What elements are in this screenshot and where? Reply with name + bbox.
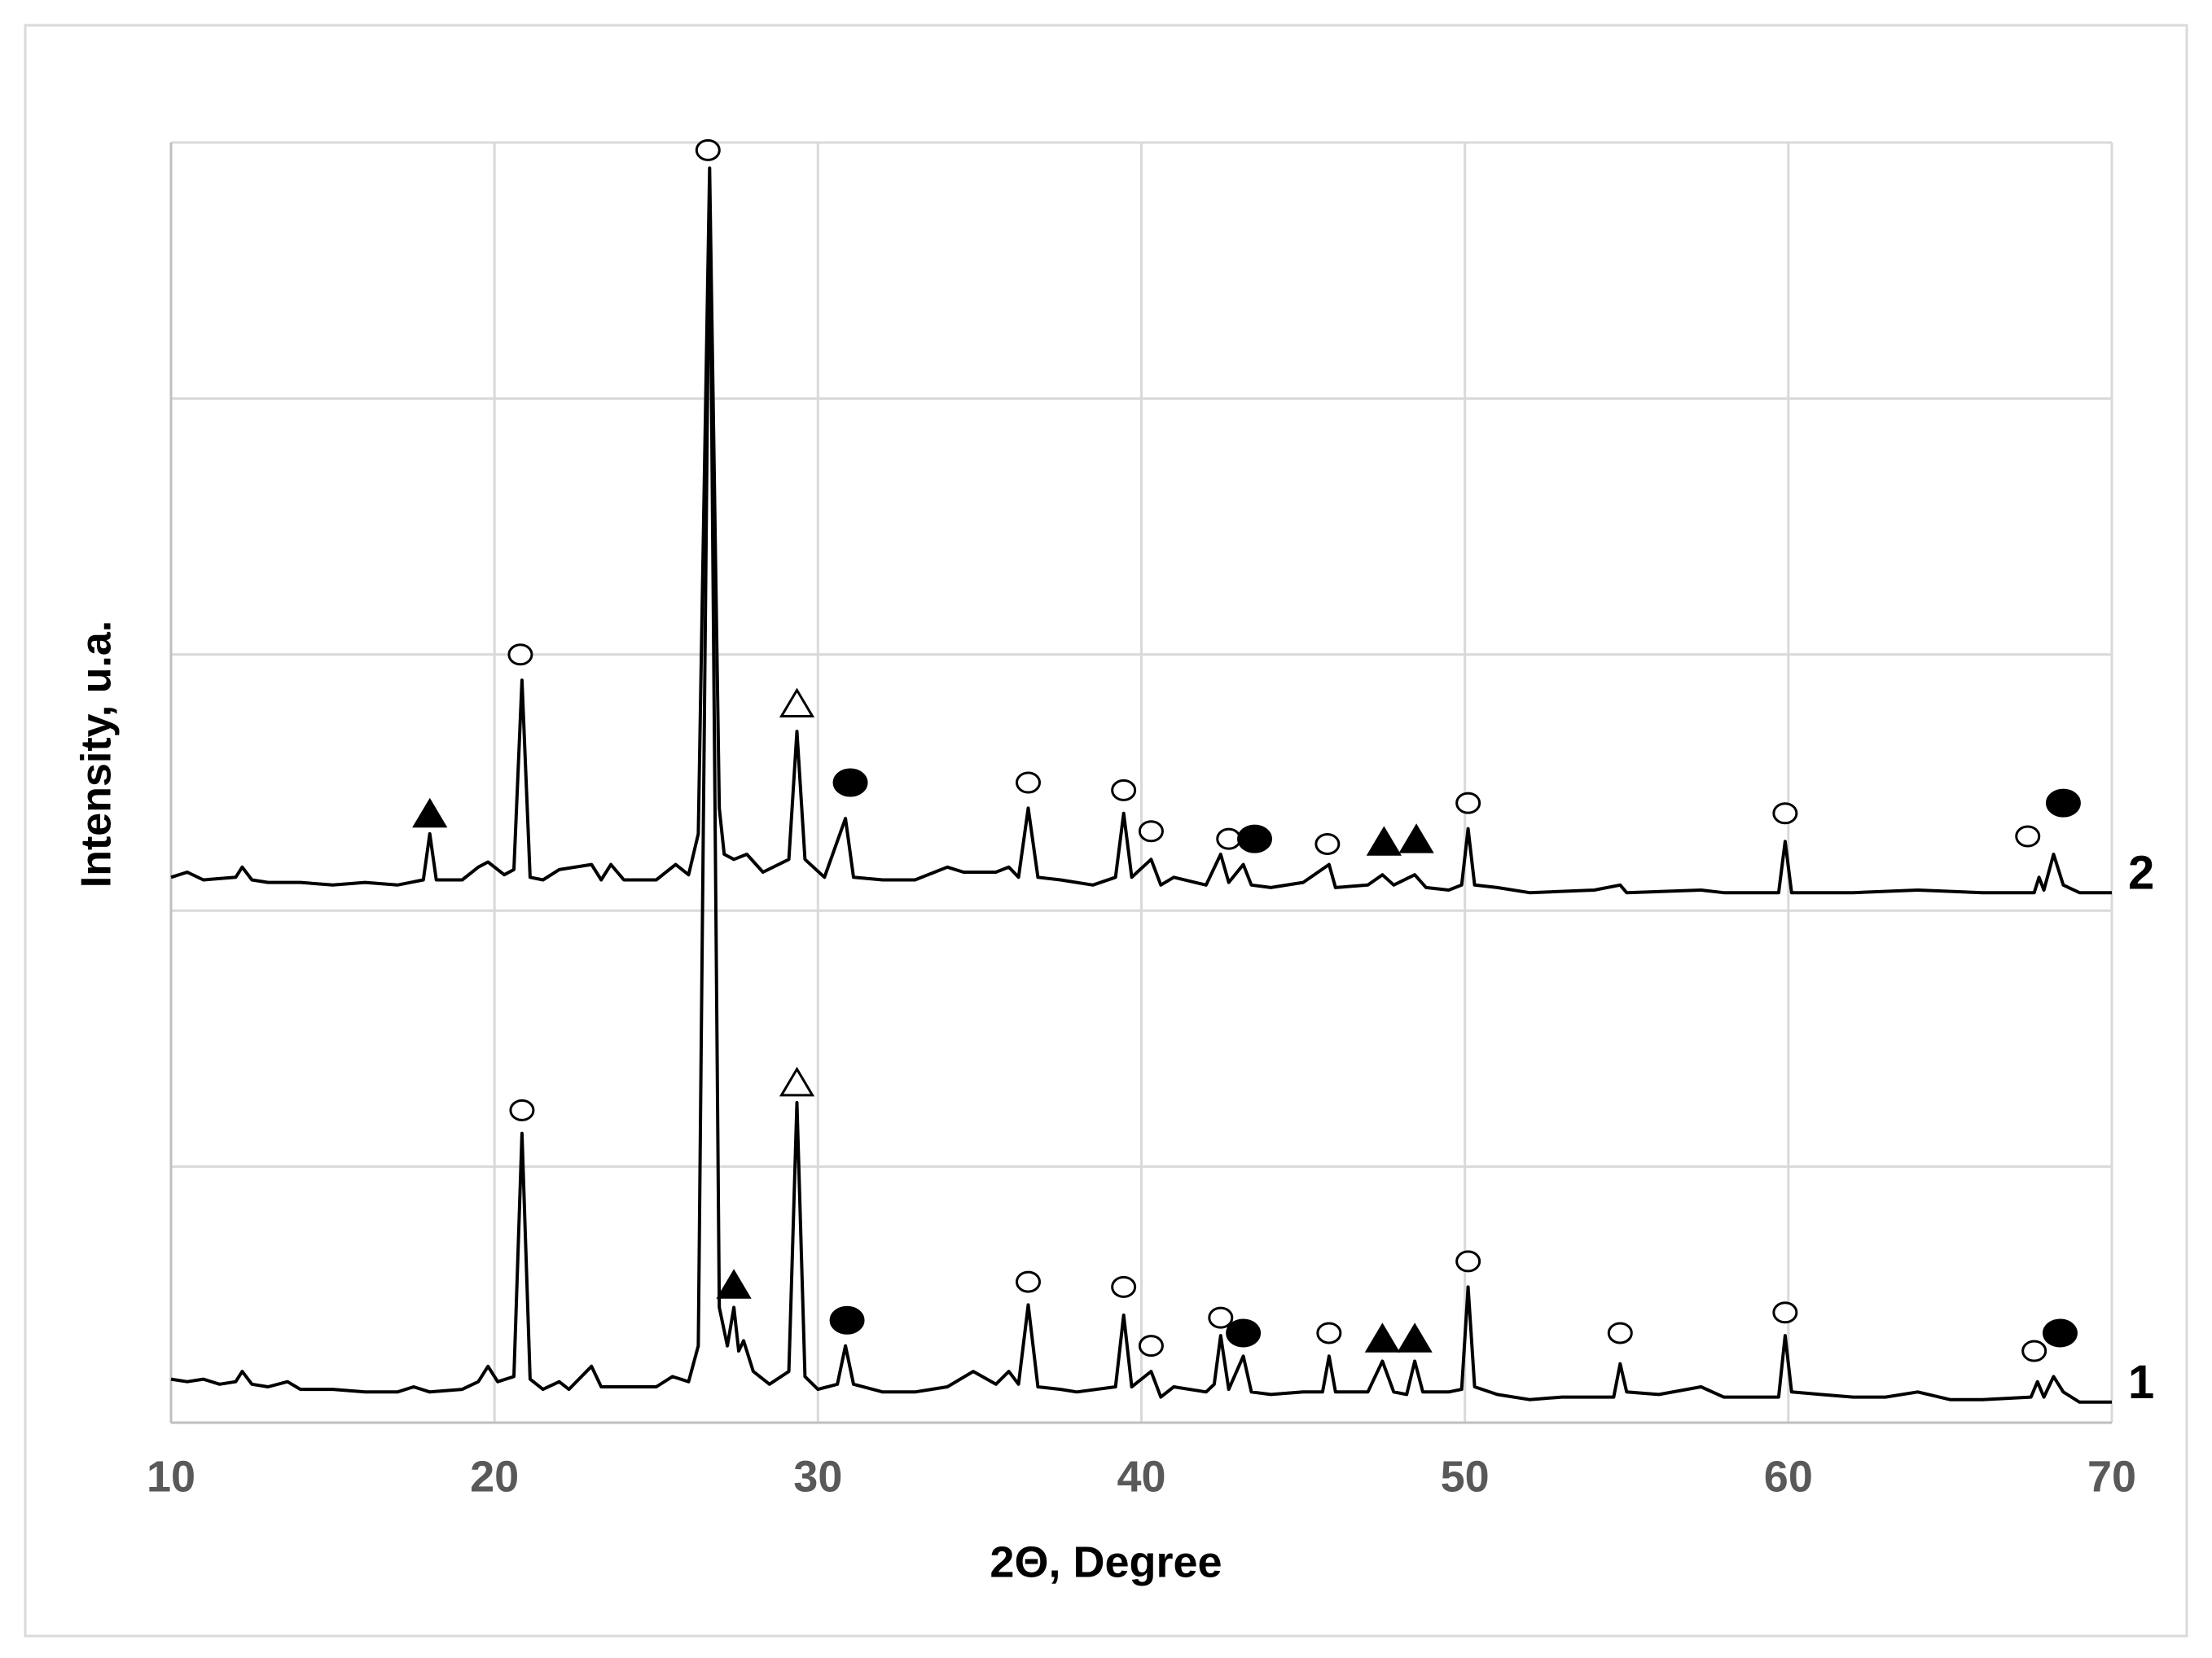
series-line: [170, 179, 2112, 1404]
x-tick-label: 50: [1441, 1452, 1490, 1501]
filled-triangle-marker: [1364, 1322, 1401, 1353]
open-circle-marker: [1015, 771, 1041, 794]
open-circle-marker: [1316, 1322, 1342, 1344]
filled-circle-marker: [829, 1305, 865, 1335]
filled-circle-marker: [832, 768, 868, 797]
filled-triangle-marker: [1366, 826, 1402, 856]
x-tick-label: 70: [2087, 1452, 2136, 1501]
filled-triangle-marker: [716, 1269, 752, 1299]
open-circle-marker: [2015, 825, 2041, 848]
x-tick-label: 40: [1117, 1452, 1165, 1501]
chart-border: [24, 24, 2188, 1638]
open-circle-marker: [1772, 802, 1798, 825]
open-circle-marker: [1455, 792, 1481, 814]
open-circle-marker: [509, 1099, 535, 1121]
series-label: 1: [2128, 1356, 2154, 1409]
open-circle-marker: [1455, 1250, 1481, 1273]
x-tick-label: 60: [1764, 1452, 1813, 1501]
open-circle-marker: [1111, 779, 1137, 801]
y-axis-label: Intensity, u.a.: [73, 621, 121, 888]
open-circle-marker: [1772, 1301, 1798, 1324]
series-label: 2: [2128, 847, 2154, 900]
filled-circle-marker: [1237, 824, 1273, 853]
filled-triangle-marker: [1398, 823, 1434, 853]
series-line: [170, 166, 2112, 895]
open-circle-marker: [2021, 1340, 2047, 1362]
open-circle-marker: [1138, 820, 1164, 843]
open-circle-marker: [1208, 1306, 1234, 1329]
open-circle-marker: [1111, 1275, 1137, 1298]
x-tick-label: 30: [793, 1452, 842, 1501]
x-tick-label: 20: [470, 1452, 519, 1501]
open-triangle-marker: [779, 1066, 815, 1097]
open-circle-marker: [1216, 827, 1242, 850]
open-circle-marker: [695, 138, 721, 161]
x-tick-label: 10: [147, 1452, 195, 1501]
x-axis-label: 2Θ, Degree: [990, 1537, 1222, 1586]
filled-circle-marker: [2045, 788, 2081, 818]
open-circle-marker: [1138, 1335, 1164, 1358]
filled-circle-marker: [2042, 1318, 2078, 1348]
open-circle-marker: [1314, 832, 1341, 855]
open-circle-marker: [507, 643, 533, 666]
open-triangle-marker: [779, 687, 815, 718]
filled-circle-marker: [1226, 1318, 1262, 1348]
filled-triangle-marker: [1397, 1322, 1433, 1353]
open-circle-marker: [1607, 1322, 1633, 1344]
filled-triangle-marker: [412, 797, 448, 828]
open-circle-marker: [1015, 1270, 1041, 1293]
